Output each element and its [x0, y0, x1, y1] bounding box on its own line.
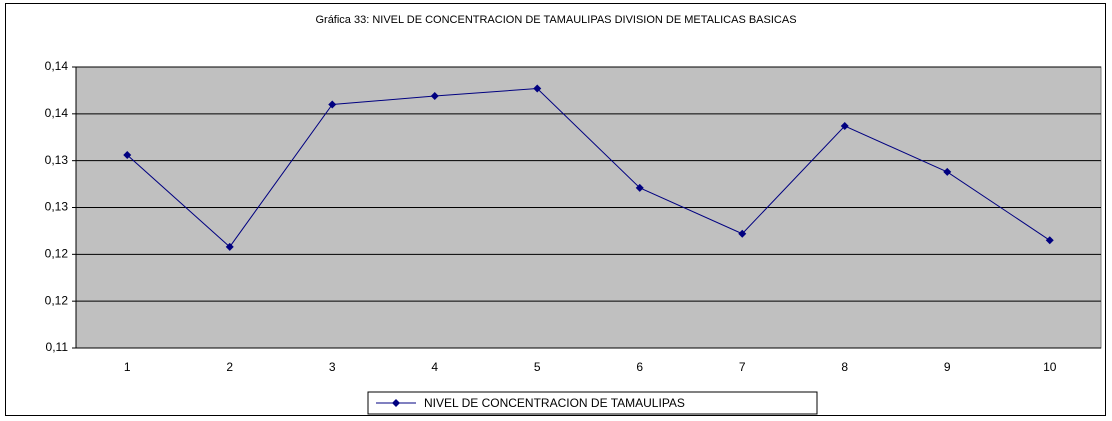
y-tick-label: 0,14	[45, 106, 69, 120]
chart-title: Gráfica 33: NIVEL DE CONCENTRACION DE TA…	[315, 14, 796, 26]
x-tick-label: 8	[841, 360, 848, 374]
x-tick-label: 7	[739, 360, 746, 374]
point	[533, 84, 542, 93]
y-tick-label: 0,11	[46, 340, 69, 354]
x-tick-label: 1	[124, 360, 131, 374]
x-tick-label: 3	[329, 360, 336, 374]
point	[635, 183, 644, 192]
line	[126, 88, 1051, 248]
y-tick-label: 0,14	[45, 59, 69, 73]
point	[225, 242, 234, 251]
point	[328, 100, 337, 109]
legend-marker	[392, 399, 400, 407]
x-tick-label: 4	[431, 360, 438, 374]
point	[738, 229, 747, 238]
x-tick-label: 5	[534, 360, 541, 374]
x-tick-label: 2	[226, 360, 233, 374]
legend-box	[367, 391, 818, 415]
y-tick-label: 0,13	[45, 200, 69, 214]
x-tick-label: 9	[944, 360, 951, 374]
y-tick-label: 0,12	[45, 293, 69, 307]
x-tick-label: 10	[1043, 360, 1057, 374]
y-tick-label: 0,13	[45, 153, 69, 167]
point	[943, 167, 952, 176]
point	[840, 122, 849, 131]
y-tick-label: 0,12	[45, 247, 69, 261]
x-tick-label: 6	[636, 360, 643, 374]
point	[123, 151, 132, 160]
legend-label: NIVEL DE CONCENTRACION DE TAMAULIPAS	[424, 396, 685, 410]
point	[1045, 236, 1054, 245]
point	[430, 92, 439, 101]
